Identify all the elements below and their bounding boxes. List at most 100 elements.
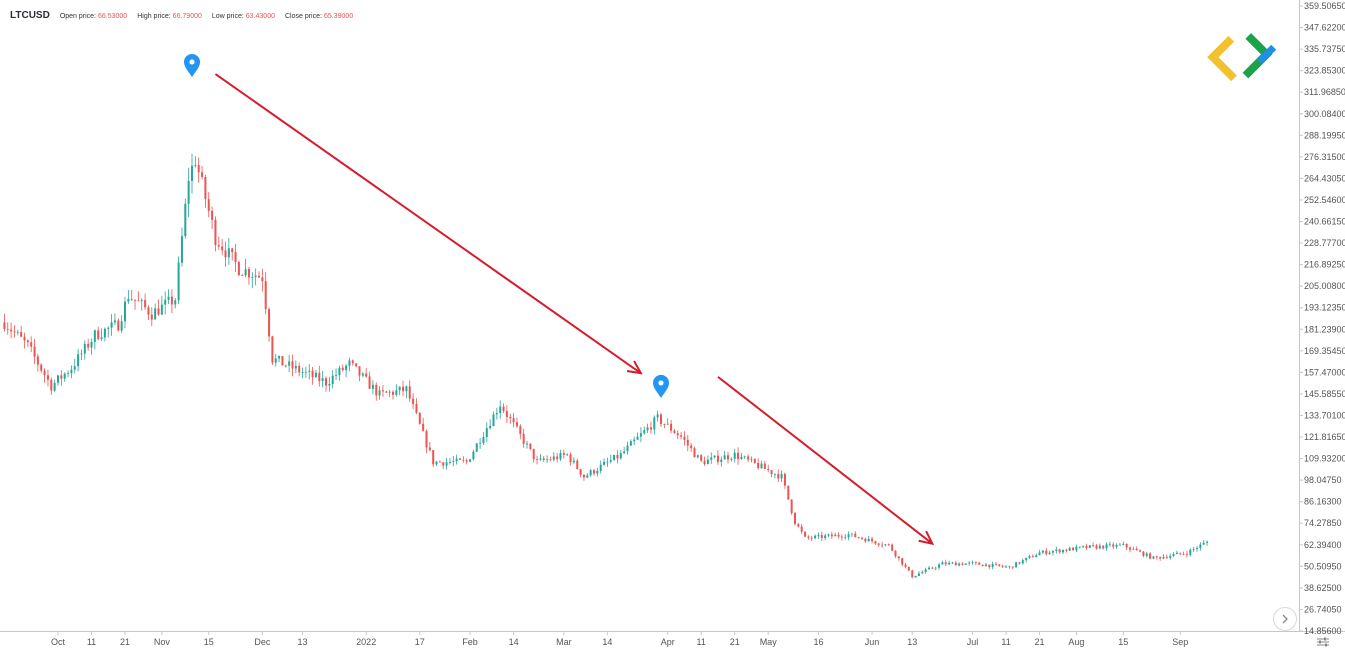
location-pin-icon[interactable] bbox=[653, 374, 669, 398]
time-axis[interactable]: Oct 11 21 Nov 15 Dec 13 2022 17 Feb 14 Mar 14 Apr 11 21… bbox=[51, 631, 1188, 647]
candle-body bbox=[294, 365, 297, 369]
candle-body bbox=[619, 453, 622, 459]
candle-body bbox=[331, 375, 334, 385]
candle-body bbox=[656, 414, 659, 418]
candle-body bbox=[737, 452, 740, 460]
candle-body bbox=[1095, 545, 1098, 549]
candle bbox=[911, 569, 914, 579]
candle-body bbox=[907, 566, 910, 571]
candle-body bbox=[1045, 550, 1048, 554]
location-pin-icon[interactable] bbox=[184, 53, 200, 77]
candle-body bbox=[639, 433, 642, 437]
candle-body bbox=[680, 435, 683, 437]
scroll-to-latest-button[interactable] bbox=[1273, 607, 1297, 631]
candle bbox=[690, 443, 693, 452]
y-tick-label: 323.85300 bbox=[1304, 66, 1345, 76]
candle-body bbox=[556, 456, 559, 460]
candle-body bbox=[867, 538, 870, 542]
candle-body bbox=[134, 299, 137, 301]
trend-arrow[interactable] bbox=[717, 376, 935, 546]
candle bbox=[1122, 541, 1125, 546]
candle-body bbox=[606, 461, 609, 463]
x-tick-label: 21 bbox=[120, 637, 130, 647]
candle bbox=[264, 271, 267, 315]
candle-body bbox=[43, 370, 46, 376]
candle bbox=[526, 440, 528, 449]
markers-layer bbox=[184, 53, 669, 398]
candle bbox=[402, 380, 405, 397]
candle-body bbox=[951, 562, 954, 564]
candle-body bbox=[968, 562, 971, 564]
candle-body bbox=[361, 373, 364, 376]
candle bbox=[794, 512, 796, 526]
candle bbox=[877, 542, 880, 547]
candle-body bbox=[1018, 562, 1021, 564]
candle-body bbox=[676, 433, 679, 436]
candle-body bbox=[938, 564, 941, 568]
candle-body bbox=[830, 534, 833, 537]
candle bbox=[1098, 543, 1101, 550]
candle-body bbox=[1098, 545, 1101, 549]
candle bbox=[83, 340, 86, 360]
candle bbox=[36, 353, 39, 372]
candle-body bbox=[509, 416, 512, 419]
candle bbox=[636, 432, 639, 440]
candle-body bbox=[261, 277, 264, 282]
candle-body bbox=[469, 459, 472, 462]
candle-body bbox=[948, 562, 951, 565]
candle bbox=[951, 561, 954, 565]
candle-body bbox=[489, 425, 492, 429]
candle bbox=[217, 236, 220, 250]
candle bbox=[921, 570, 924, 574]
candle-body bbox=[747, 456, 750, 460]
candle-body bbox=[157, 308, 160, 315]
candle-body bbox=[683, 436, 686, 440]
candle bbox=[897, 556, 900, 561]
candle-body bbox=[1078, 546, 1081, 548]
candle-body bbox=[871, 538, 874, 542]
candle bbox=[891, 543, 894, 552]
candle-body bbox=[981, 564, 984, 567]
candle bbox=[773, 473, 776, 479]
candle-body bbox=[743, 456, 746, 458]
candle-body bbox=[760, 463, 763, 469]
close-value: 65.39000 bbox=[323, 13, 354, 20]
candle bbox=[180, 227, 183, 267]
candle-body bbox=[854, 533, 857, 538]
candle-body bbox=[6, 329, 9, 330]
candle-body bbox=[673, 430, 676, 434]
candle bbox=[904, 562, 907, 569]
candle-body bbox=[713, 455, 716, 458]
symbol-label[interactable]: LTCUSD bbox=[10, 10, 50, 21]
y-tick-label: 276.31500 bbox=[1304, 152, 1345, 162]
candle-body bbox=[1068, 547, 1071, 551]
y-tick-label: 157.47000 bbox=[1304, 367, 1345, 377]
candle bbox=[871, 536, 874, 544]
trend-arrow[interactable] bbox=[214, 73, 643, 375]
candle bbox=[254, 268, 257, 286]
candle-body bbox=[1085, 546, 1088, 548]
y-tick-label: 288.19950 bbox=[1304, 130, 1345, 140]
candle-body bbox=[113, 320, 116, 323]
candle-body bbox=[227, 248, 230, 258]
candle bbox=[783, 472, 786, 489]
candle-body bbox=[311, 370, 314, 378]
candle bbox=[1135, 546, 1138, 551]
candle-body bbox=[418, 412, 421, 424]
candle-body bbox=[800, 526, 803, 532]
candle-body bbox=[341, 367, 344, 371]
x-tick-label: Jul bbox=[967, 637, 979, 647]
candle bbox=[844, 533, 847, 540]
candle bbox=[519, 424, 522, 440]
candle-body bbox=[70, 369, 73, 374]
candle-body bbox=[1149, 553, 1152, 559]
candle-body bbox=[522, 433, 525, 444]
settings-sliders-icon[interactable] bbox=[1316, 636, 1330, 648]
candle-body bbox=[53, 382, 56, 391]
candle bbox=[154, 303, 157, 320]
candle-body bbox=[381, 390, 384, 392]
candle bbox=[422, 417, 425, 432]
candle-body bbox=[137, 300, 140, 302]
price-axis[interactable]: 359.50650 347.62200 335.73750 323.85300 311.… bbox=[1299, 1, 1345, 636]
